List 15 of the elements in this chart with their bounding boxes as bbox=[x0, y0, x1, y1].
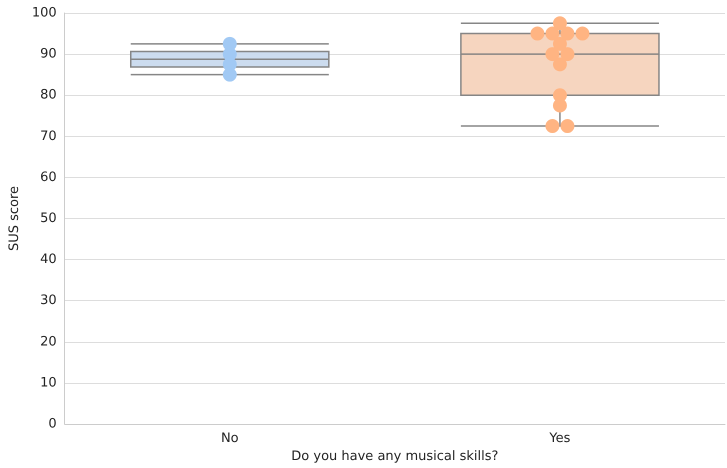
y-tick-label: 20 bbox=[40, 334, 57, 350]
x-axis-title: Do you have any musical skills? bbox=[291, 449, 498, 464]
y-tick-label: 80 bbox=[40, 88, 57, 103]
y-tick-label: 30 bbox=[40, 293, 57, 308]
y-tick-label: 70 bbox=[40, 128, 57, 144]
y-tick-label: 40 bbox=[40, 252, 57, 268]
x-tick-label: No bbox=[220, 431, 239, 446]
y-tick-label: 90 bbox=[40, 46, 57, 62]
x-tick-label: Yes bbox=[548, 431, 571, 446]
y-axis-title: SUS score bbox=[7, 186, 22, 252]
y-tick-label: 10 bbox=[40, 375, 57, 390]
y-tick-label: 60 bbox=[40, 170, 57, 185]
y-tick-label: 50 bbox=[40, 211, 57, 226]
y-tick-label: 100 bbox=[32, 6, 57, 20]
y-tick-label: 0 bbox=[48, 416, 57, 432]
